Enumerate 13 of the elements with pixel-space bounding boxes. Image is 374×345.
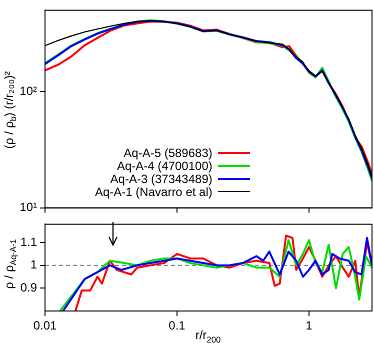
x-tick-label: 0.1 <box>168 318 186 333</box>
y-tick-label: 0.9 <box>20 280 38 294</box>
x-tick-label: 0.01 <box>33 318 57 333</box>
legend-label: Aq-A-3 (37343489) <box>110 172 212 186</box>
y-tick-label: 10¹ <box>20 200 38 214</box>
x-axis-title: r/r$_{200}$ <box>195 328 221 344</box>
y-tick-label: 1.1 <box>20 234 38 249</box>
legend-label: Aq-A-1 (Navarro et al) <box>95 184 212 198</box>
legend-label: Aq-A-5 (589683) <box>124 146 212 160</box>
legend-label: Aq-A-4 (4700100) <box>116 158 212 172</box>
y-tick-label: 1 <box>30 258 38 272</box>
x-tick-label: 1 <box>306 318 313 333</box>
y-tick-label: 10² <box>20 84 38 98</box>
